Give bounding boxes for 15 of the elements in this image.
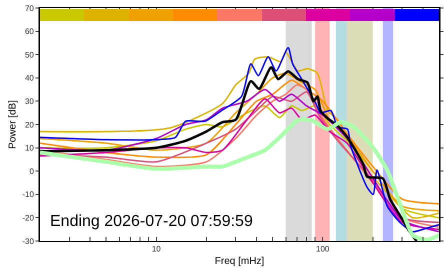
y-tick-label: -30 bbox=[22, 236, 34, 246]
y-tick-label: 20 bbox=[24, 120, 34, 130]
y-tick-label: 30 bbox=[24, 97, 34, 106]
y-tick-label: 50 bbox=[24, 50, 34, 60]
y-tick-label: 10 bbox=[24, 144, 34, 153]
annotation: Ending 2026-07-20 07:59:59 bbox=[50, 213, 253, 230]
y-tick-label: -20 bbox=[22, 214, 34, 222]
x-axis-title: Freq [mHz] bbox=[214, 256, 264, 268]
y-tick-label: 70 bbox=[24, 4, 34, 13]
y-axis-title: Power [dB] bbox=[8, 100, 19, 149]
y-tick-label: 40 bbox=[24, 74, 34, 83]
y-tick-label: 60 bbox=[24, 27, 34, 36]
y-tick-label: -10 bbox=[22, 190, 34, 200]
y-tick-label: 0 bbox=[29, 166, 34, 176]
x-tick-label: 100 bbox=[316, 244, 330, 254]
